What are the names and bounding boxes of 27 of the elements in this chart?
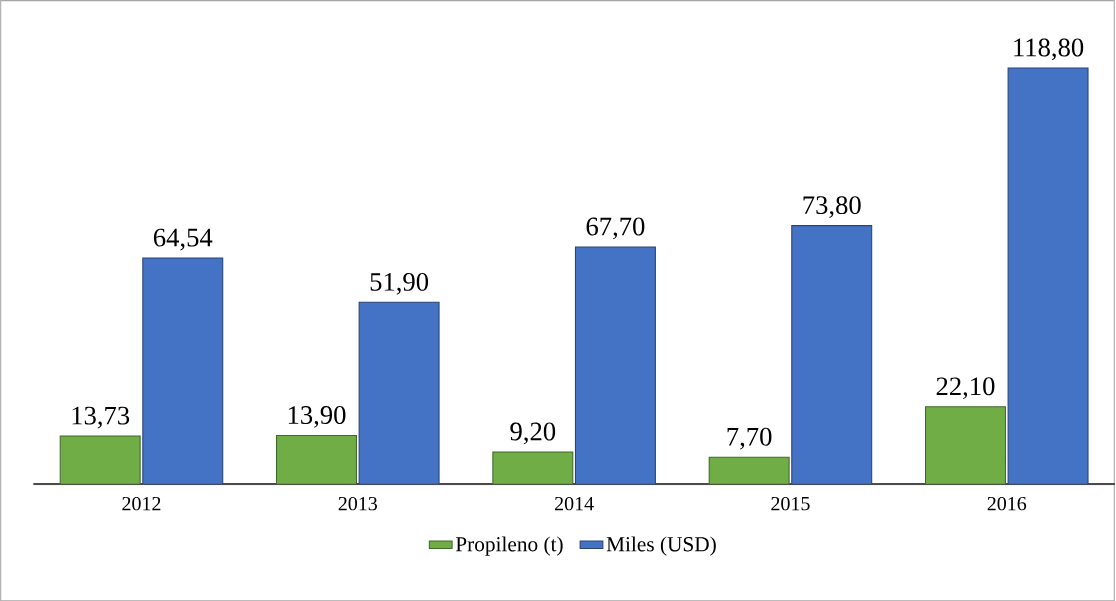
data-label: 13,90: [288, 405, 346, 428]
bar: [708, 456, 790, 484]
bar: [59, 435, 141, 484]
data-label: 51,90: [370, 272, 429, 295]
x-tick-label: 2013: [338, 496, 377, 511]
bar: [1007, 67, 1089, 484]
legend-label: Propileno (t): [455, 536, 563, 556]
bar: [492, 451, 574, 484]
x-tick-label: 2014: [555, 496, 594, 511]
x-tick-label: 2015: [771, 496, 810, 511]
x-tick-label: 2016: [987, 496, 1027, 511]
x-tick-label: 2012: [122, 496, 161, 511]
bar: [574, 246, 656, 484]
legend-label: Miles (USD): [606, 536, 716, 556]
bar: [276, 434, 358, 484]
data-label: 118,80: [1014, 38, 1084, 61]
bar: [142, 257, 224, 484]
data-label: 7,70: [727, 427, 772, 450]
data-label: 9,20: [510, 422, 556, 445]
bar: [791, 224, 873, 484]
bar: [924, 406, 1006, 484]
data-label: 67,70: [586, 217, 645, 240]
data-label: 64,54: [153, 228, 213, 251]
data-label: 13,73: [72, 406, 130, 429]
data-label: 73,80: [803, 195, 861, 218]
bar: [358, 301, 440, 484]
data-label: 22,10: [936, 377, 995, 399]
